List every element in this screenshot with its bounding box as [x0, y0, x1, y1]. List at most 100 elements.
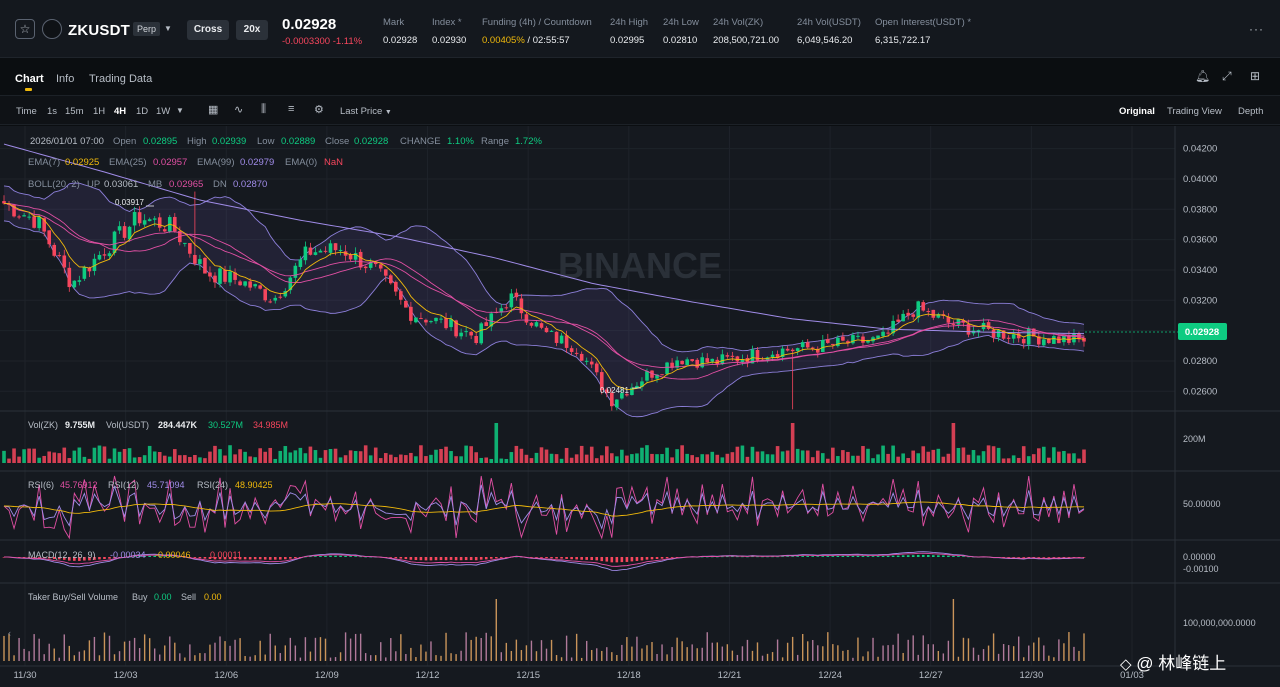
volume-bar [740, 445, 745, 463]
macd-histogram-bar [781, 556, 784, 558]
candle-up [489, 313, 494, 327]
volume-bar [695, 457, 700, 463]
candle-up [856, 335, 860, 337]
taker-bar [832, 644, 834, 661]
volume-bar [820, 453, 825, 463]
candle-down [383, 269, 388, 276]
left-scroll-arrow-icon[interactable]: ‹ [8, 628, 11, 638]
taker-bar [259, 640, 261, 661]
candle-type-icon[interactable]: ⫼ [261, 103, 267, 115]
tab-trading-data[interactable]: Trading Data [89, 73, 153, 85]
interval-1s[interactable]: 1s [47, 106, 58, 117]
symbol-dropdown-chevron-icon[interactable]: ▼ [164, 24, 172, 33]
view-depth[interactable]: Depth [1238, 106, 1264, 117]
volume-bar [911, 450, 916, 463]
volume-bar [343, 455, 348, 463]
candle-up [253, 284, 257, 287]
macd-histogram-bar [148, 555, 151, 557]
candle-down [886, 332, 890, 334]
indicator-icon[interactable]: ∿ [234, 104, 244, 116]
taker-bar [902, 652, 904, 661]
macd-histogram-bar [821, 556, 825, 557]
volume-bar [92, 447, 97, 463]
candle-up [765, 357, 770, 361]
macd-axis-label-0: 0.00000 [1183, 552, 1216, 562]
candle-up [916, 301, 921, 318]
volume-bar [795, 448, 800, 463]
bell-alert-icon[interactable]: 🔔︎ [1195, 69, 1211, 83]
macd-histogram-bar [329, 555, 332, 557]
pane-axis-labels: 200M 50.00000 0.00000 -0.00100 100,000,0… [1183, 434, 1256, 628]
volume-bar [991, 446, 996, 463]
macd-histogram-bar [389, 557, 393, 558]
interval-1h[interactable]: 1H [93, 106, 106, 117]
candle-down [137, 212, 142, 224]
interval-dropdown-chevron-icon[interactable]: ▼ [176, 106, 184, 115]
volume-bar [886, 453, 890, 463]
candle-down [529, 322, 534, 326]
volume-bar [298, 447, 303, 463]
macd-histogram-bar [193, 557, 197, 558]
volume-bar [308, 446, 313, 463]
calendar-icon[interactable]: ▦ [208, 104, 219, 116]
price-type-dropdown[interactable]: Last Price ▼ [340, 106, 392, 117]
interval-4h[interactable]: 4H [114, 106, 127, 117]
candle-up [152, 218, 157, 220]
x-tick-label: 12/21 [718, 670, 742, 681]
ema0-label: EMA(0) [285, 157, 317, 168]
more-options-icon[interactable]: ··· [1249, 22, 1264, 36]
volume-bar [544, 449, 549, 463]
volume-bar [368, 455, 373, 463]
settings-sliders-icon[interactable]: ≡ [288, 103, 295, 115]
leverage-button[interactable]: 20x [236, 20, 268, 40]
taker-bar [88, 640, 91, 661]
taker-buy-label: Buy [132, 592, 148, 602]
macd-histogram-bar [540, 557, 543, 558]
volume-bar [434, 449, 438, 463]
taker-bar [38, 638, 40, 661]
macd-histogram-bar [454, 557, 458, 561]
view-original[interactable]: Original [1119, 106, 1155, 117]
gear-icon[interactable]: ⚙ [314, 104, 324, 116]
volume-bar [615, 456, 619, 463]
chart-area[interactable]: BINANCE 0.026000.028000.030000.032000.03… [0, 126, 1280, 687]
candle-up [584, 360, 589, 362]
margin-mode-button[interactable]: Cross [187, 20, 229, 40]
candle-up [439, 318, 443, 320]
macd-histogram-bar [500, 557, 503, 558]
interval-1w[interactable]: 1W [156, 106, 171, 117]
favorite-star-icon[interactable]: ☆ [15, 19, 35, 39]
volume-bar [429, 454, 433, 463]
layout-grid-icon[interactable]: ⊞ [1250, 69, 1261, 83]
taker-bar [284, 645, 287, 661]
interval-15m[interactable]: 15m [65, 106, 84, 117]
candle-up [655, 374, 659, 379]
interval-time[interactable]: Time [16, 106, 37, 117]
symbol-name[interactable]: ZKUSDT [68, 22, 131, 39]
volume-bar [198, 457, 202, 463]
ema0-value: NaN [324, 157, 343, 168]
x-tick-label: 01/03 [1120, 670, 1144, 681]
volume-bar [2, 450, 6, 463]
taker-bar [520, 650, 523, 661]
taker-bar [535, 651, 538, 661]
volume-bar [846, 451, 850, 463]
candle-down [670, 362, 674, 368]
volume-bar [178, 455, 182, 463]
view-trading-view[interactable]: Trading View [1167, 106, 1222, 117]
tab-chart[interactable]: Chart [15, 73, 44, 85]
volume-bar [921, 446, 926, 463]
x-tick-label: 12/24 [818, 670, 842, 681]
volume-bar [725, 453, 730, 463]
tab-info[interactable]: Info [56, 73, 75, 85]
volume-bar [861, 446, 865, 463]
macd-histogram-bar [83, 557, 86, 561]
candle-down [363, 266, 368, 269]
taker-bar [741, 646, 744, 661]
expand-icon[interactable]: ⤢ [1222, 69, 1232, 83]
candlestick-chart[interactable]: BINANCE 0.026000.028000.030000.032000.03… [0, 126, 1280, 687]
interval-1d[interactable]: 1D [136, 106, 149, 117]
macd-legend: MACD(12, 26, 9) -0.00034 -0.00046 0.0001… [28, 550, 242, 560]
macd-histogram-bar [846, 556, 850, 557]
stat-value: 0.02928 [383, 35, 418, 46]
